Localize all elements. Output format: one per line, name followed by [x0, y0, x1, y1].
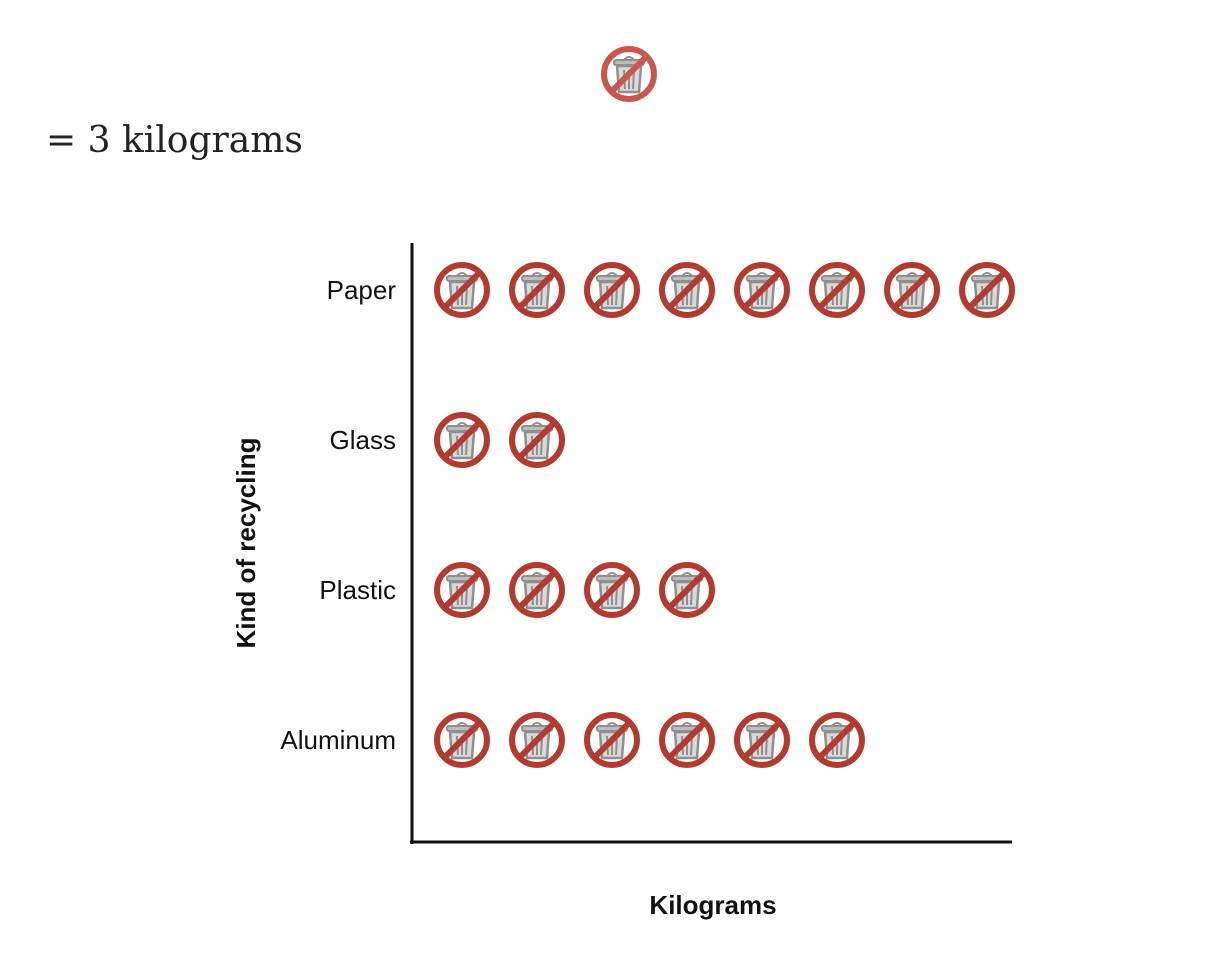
row-aluminum: Aluminum — [280, 712, 865, 768]
chart-key: = 3 kilograms — [0, 0, 1212, 200]
no-trash-icon — [884, 262, 940, 318]
row-plastic: Plastic — [319, 562, 715, 618]
key-equals-text: = 3 kilograms — [46, 120, 303, 161]
category-label: Glass — [330, 425, 396, 455]
no-trash-icon — [734, 262, 790, 318]
x-axis-title: Kilograms — [649, 890, 776, 920]
no-trash-icon — [584, 262, 640, 318]
no-trash-icon — [434, 562, 490, 618]
no-trash-icon — [659, 712, 715, 768]
no-trash-icon — [509, 262, 565, 318]
key-no-trash-icon — [601, 46, 657, 102]
no-trash-icon — [734, 712, 790, 768]
axes — [410, 243, 1012, 844]
y-axis-title: Kind of recycling — [231, 438, 261, 649]
category-label: Plastic — [319, 575, 396, 605]
no-trash-icon — [434, 262, 490, 318]
no-trash-icon — [659, 562, 715, 618]
chart-rows: Paper Glass Plastic Aluminum — [280, 262, 1015, 768]
no-trash-icon — [434, 412, 490, 468]
no-trash-icon — [584, 562, 640, 618]
no-trash-icon — [959, 262, 1015, 318]
category-label: Aluminum — [280, 725, 396, 755]
no-trash-icon — [509, 562, 565, 618]
no-trash-icon — [809, 262, 865, 318]
row-paper: Paper — [327, 262, 1015, 318]
category-label: Paper — [327, 275, 397, 305]
no-trash-icon — [509, 712, 565, 768]
row-glass: Glass — [330, 412, 565, 468]
no-trash-icon — [584, 712, 640, 768]
no-trash-icon — [659, 262, 715, 318]
no-trash-icon — [434, 712, 490, 768]
no-trash-icon — [509, 412, 565, 468]
no-trash-icon — [809, 712, 865, 768]
